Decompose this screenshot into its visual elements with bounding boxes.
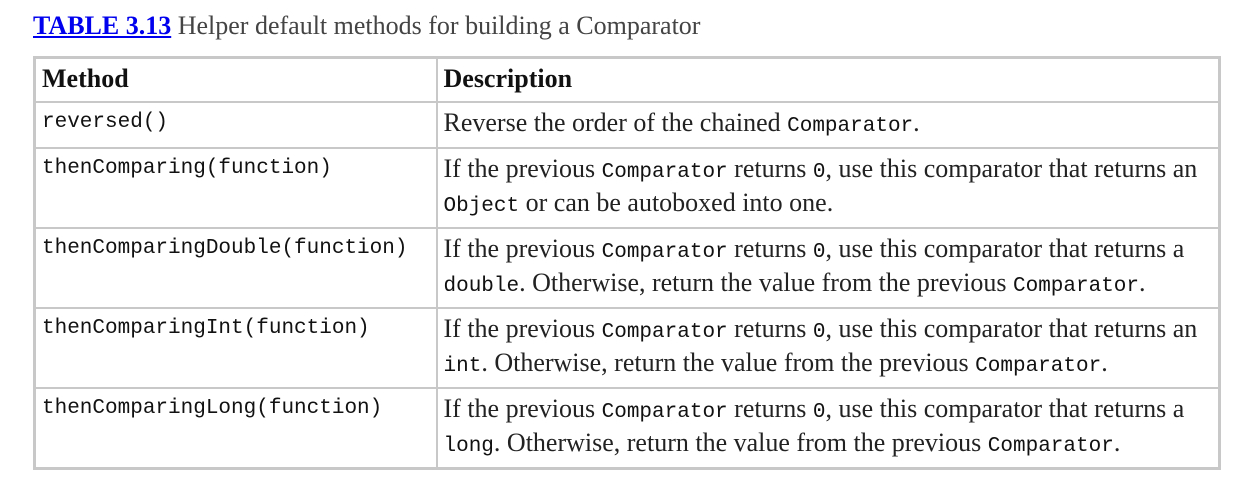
description-text: . Otherwise, return the value from the p…: [519, 268, 1013, 297]
methods-table: Method Description reversed() Reverse the…: [33, 56, 1221, 470]
description-text: , use this comparator that returns an: [825, 314, 1198, 343]
table-body: reversed() Reverse the order of the chain…: [33, 101, 1221, 470]
inline-code: Comparator: [601, 241, 728, 264]
inline-code: Comparator: [987, 435, 1114, 458]
description-text: If the previous: [443, 234, 602, 263]
table-row: thenComparing(function) If the previous C…: [33, 147, 1221, 229]
inline-code: 0: [812, 321, 826, 344]
description-text: If the previous: [443, 394, 602, 423]
inline-code: Comparator: [601, 401, 728, 424]
description-text: .: [913, 108, 920, 137]
description-text: returns: [727, 234, 813, 263]
description-cell: If the previous Comparator returns 0, us…: [435, 307, 1221, 389]
table-row: reversed() Reverse the order of the chain…: [33, 101, 1221, 149]
method-cell: reversed(): [33, 101, 438, 149]
description-text: If the previous: [443, 154, 602, 183]
description-text: . Otherwise, return the value from the p…: [493, 428, 988, 457]
description-text: returns: [727, 154, 813, 183]
inline-code: 0: [812, 161, 826, 184]
inline-code: Comparator: [601, 321, 728, 344]
description-text: returns: [727, 394, 813, 423]
description-text: . Otherwise, return the value from the p…: [481, 348, 976, 377]
description-text: returns: [727, 314, 813, 343]
caption-text: Helper default methods for building a Co…: [171, 11, 701, 40]
description-text: Reverse the order of the chained: [443, 108, 788, 137]
inline-code: Object: [443, 195, 520, 218]
table-row: thenComparingDouble(function) If the prev…: [33, 227, 1221, 309]
inline-code: Comparator: [1012, 275, 1140, 298]
description-text: , use this comparator that returns a: [825, 394, 1185, 423]
header-description: Description: [435, 56, 1221, 103]
header-method: Method: [33, 56, 438, 103]
inline-code: int: [443, 355, 482, 378]
inline-code: 0: [812, 401, 826, 424]
description-cell: Reverse the order of the chained Compara…: [435, 101, 1221, 149]
table-number-link[interactable]: TABLE 3.13: [33, 11, 172, 40]
inline-code: Comparator: [975, 355, 1102, 378]
table-row: thenComparingLong(function) If the previo…: [33, 387, 1221, 470]
description-text: .: [1139, 268, 1146, 297]
inline-code: double: [443, 275, 520, 298]
description-cell: If the previous Comparator returns 0, us…: [435, 387, 1221, 470]
description-cell: If the previous Comparator returns 0, us…: [435, 147, 1221, 229]
description-cell: If the previous Comparator returns 0, us…: [435, 227, 1221, 309]
table-caption: TABLE 3.13 Helper default methods for bu…: [33, 11, 700, 41]
method-cell: thenComparingInt(function): [33, 307, 438, 389]
description-text: If the previous: [443, 314, 602, 343]
method-cell: thenComparing(function): [33, 147, 438, 229]
description-text: or can be autoboxed into one.: [519, 188, 834, 217]
description-text: .: [1101, 348, 1108, 377]
method-cell: thenComparingLong(function): [33, 387, 438, 470]
description-text: , use this comparator that returns a: [825, 234, 1185, 263]
table-header-row: Method Description: [33, 56, 1221, 103]
inline-code: long: [443, 435, 494, 458]
inline-code: Comparator: [601, 161, 728, 184]
description-text: .: [1113, 428, 1121, 457]
inline-code: 0: [812, 241, 826, 264]
description-text: , use this comparator that returns an: [825, 154, 1198, 183]
inline-code: Comparator: [787, 115, 914, 138]
table-row: thenComparingInt(function) If the previou…: [33, 307, 1221, 389]
method-cell: thenComparingDouble(function): [33, 227, 438, 309]
